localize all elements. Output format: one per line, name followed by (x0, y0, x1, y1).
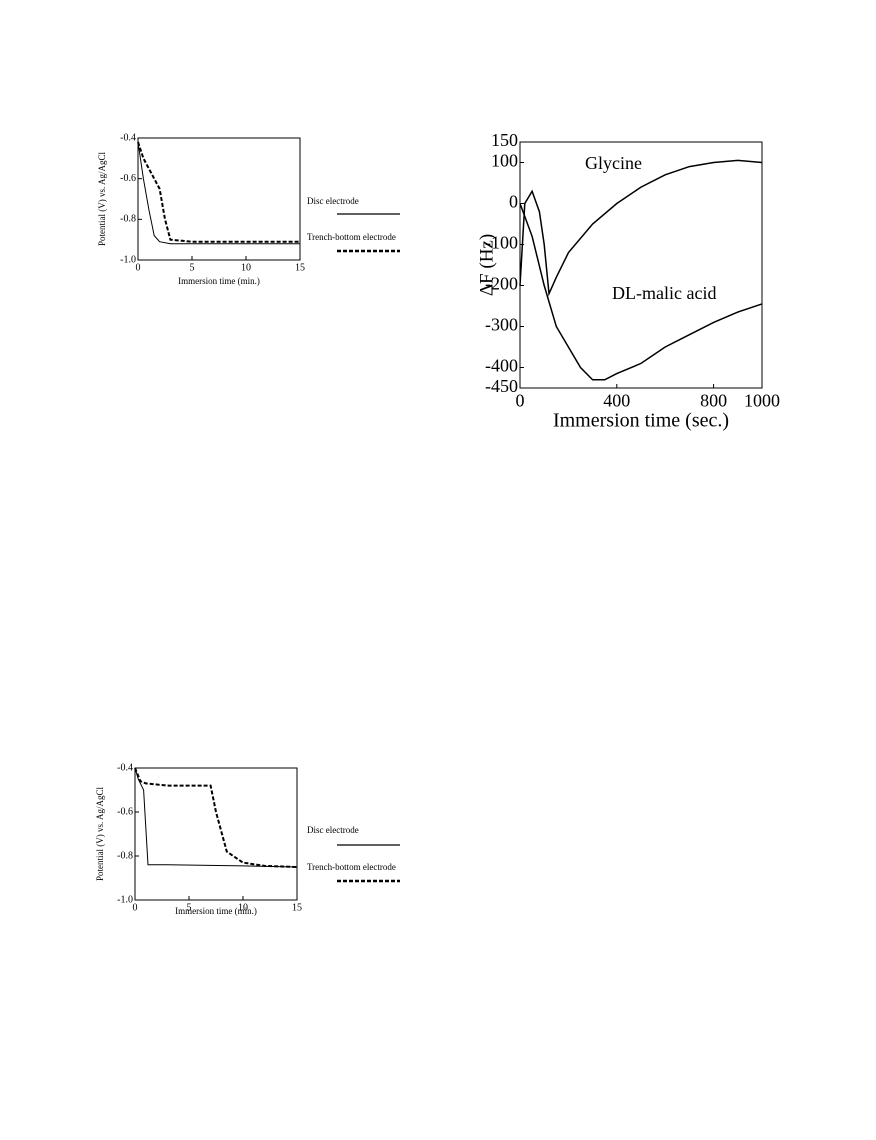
legend-label: Disc electrode (307, 196, 359, 206)
y-axis-label: Potential (V) vs. Ag/AgCl (95, 787, 105, 881)
series-line (137, 141, 300, 243)
x-tick-label: 15 (295, 262, 305, 273)
x-axis-label: Immersion time (min.) (175, 906, 257, 916)
x-tick-label: 800 (700, 391, 727, 411)
x-tick-label: 10 (241, 262, 251, 273)
plot-frame (137, 137, 301, 261)
x-tick-label: 5 (190, 262, 195, 273)
y-tick-label: -1.0 (117, 894, 133, 905)
y-tick-label: -300 (485, 315, 518, 335)
y-tick-label: -0.8 (120, 214, 136, 225)
y-tick-label: 100 (491, 151, 518, 171)
y-tick-label: -0.6 (120, 173, 136, 184)
series-annotation: DL-malic acid (612, 283, 716, 303)
x-tick-label: 0 (516, 391, 525, 411)
y-tick-label: -450 (485, 376, 518, 396)
series-line (519, 159, 763, 297)
x-tick-label: 15 (292, 902, 302, 913)
series-line (134, 767, 298, 868)
series-annotation: Glycine (585, 153, 642, 173)
x-axis-label: Immersion time (sec.) (553, 410, 729, 432)
y-axis-label: Potential (V) vs. Ag/AgCl (97, 152, 107, 246)
plot-frame (134, 767, 298, 901)
y-axis-label: ΔF (Hz) (476, 234, 497, 296)
plot-frame (519, 141, 763, 389)
y-tick-label: -1.0 (120, 254, 136, 265)
y-tick-label: -200 (485, 274, 518, 294)
legend-label: Trench-bottom electrode (307, 862, 396, 872)
series-line (137, 142, 300, 245)
legend-label: Disc electrode (307, 825, 359, 835)
y-tick-label: -100 (485, 233, 518, 253)
y-tick-label: 150 (491, 130, 518, 150)
series-line (519, 203, 763, 381)
x-tick-label: 0 (136, 262, 141, 273)
x-axis-label: Immersion time (min.) (178, 276, 260, 286)
series-line (134, 767, 298, 868)
legend-label: Trench-bottom electrode (307, 232, 396, 242)
x-tick-label: 10 (238, 902, 248, 913)
y-tick-label: -0.4 (120, 132, 136, 143)
x-tick-label: 5 (187, 902, 192, 913)
x-tick-label: 400 (603, 391, 630, 411)
y-tick-label: -0.8 (117, 850, 133, 861)
y-tick-label: -0.4 (117, 762, 133, 773)
x-tick-label: 0 (133, 902, 138, 913)
y-tick-label: 0 (509, 192, 518, 212)
x-tick-label: 1000 (744, 391, 780, 411)
y-tick-label: -400 (485, 356, 518, 376)
y-tick-label: -0.6 (117, 806, 133, 817)
